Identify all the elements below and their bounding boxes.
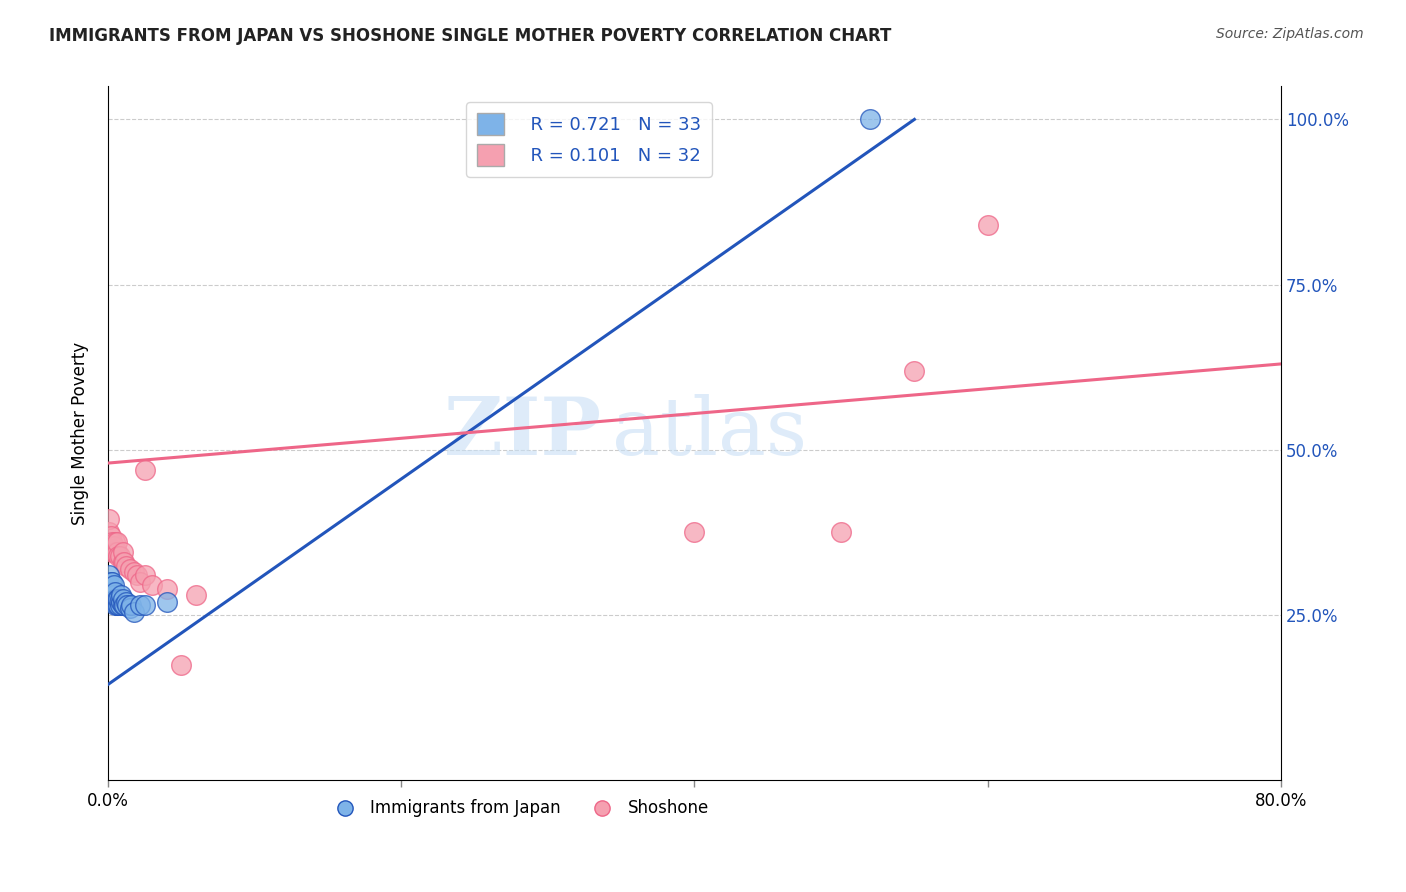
Point [105,598,128,612]
Point [104,585,127,599]
Point [103,595,125,609]
Y-axis label: Single Mother Poverty: Single Mother Poverty [72,342,89,524]
Point [103,578,125,592]
Point [101,575,124,590]
Point [101,585,124,599]
Point [108,591,131,606]
Point [118,562,141,576]
Point [103,588,125,602]
Point [112,555,135,569]
Point [170,657,193,672]
Point [100,575,122,590]
Point [903,363,925,377]
Legend: Immigrants from Japan, Shoshone: Immigrants from Japan, Shoshone [322,793,716,824]
Point [156,582,179,596]
Point [859,112,882,127]
Point [105,535,128,549]
Point [100,541,122,556]
Point [108,549,131,563]
Point [101,545,124,559]
Point [107,591,129,606]
Point [124,565,146,579]
Point [98,578,121,592]
Point [129,575,152,590]
Point [683,525,706,540]
Point [98,568,121,582]
Point [110,588,132,602]
Point [127,568,149,582]
Text: atlas: atlas [613,394,807,473]
Point [977,218,1000,232]
Text: IMMIGRANTS FROM JAPAN VS SHOSHONE SINGLE MOTHER POVERTY CORRELATION CHART: IMMIGRANTS FROM JAPAN VS SHOSHONE SINGLE… [49,27,891,45]
Text: ZIP: ZIP [444,394,600,473]
Point [110,595,132,609]
Point [100,588,122,602]
Point [104,535,127,549]
Point [107,598,129,612]
Point [129,598,152,612]
Point [111,598,134,612]
Point [118,601,141,615]
Point [114,595,136,609]
Point [108,598,131,612]
Point [141,578,163,592]
Point [120,598,142,612]
Point [184,588,207,602]
Point [111,555,134,569]
Point [104,591,127,606]
Point [98,525,121,540]
Point [114,558,136,573]
Point [101,591,124,606]
Point [104,545,127,559]
Point [100,529,122,543]
Point [156,595,179,609]
Point [103,539,125,553]
Point [104,598,127,612]
Point [115,598,138,612]
Point [134,598,156,612]
Point [112,598,135,612]
Text: Source: ZipAtlas.com: Source: ZipAtlas.com [1216,27,1364,41]
Point [101,535,124,549]
Point [105,545,128,559]
Point [98,539,121,553]
Point [134,463,156,477]
Point [107,549,129,563]
Point [98,512,121,526]
Point [105,591,128,606]
Point [830,525,852,540]
Point [134,568,156,582]
Point [111,545,134,559]
Point [124,605,146,619]
Point [111,591,134,606]
